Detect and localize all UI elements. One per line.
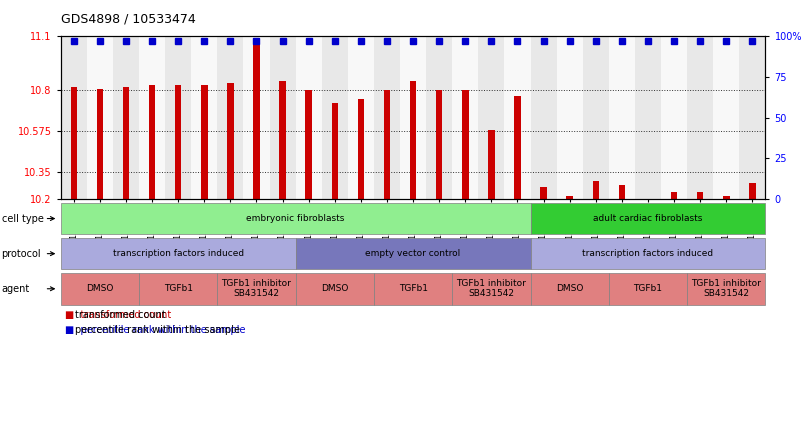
Bar (305, 91, 312, 199)
Bar (244, 36, 270, 199)
Text: empty vector control: empty vector control (365, 249, 461, 258)
Text: TGFb1: TGFb1 (164, 284, 193, 293)
Bar (410, 81, 416, 199)
Bar (531, 36, 556, 199)
Bar (279, 81, 286, 199)
Text: cell type: cell type (2, 214, 44, 223)
Bar (384, 91, 390, 199)
Bar (139, 36, 165, 199)
Bar (505, 36, 531, 199)
Text: ■  percentile rank within the sample: ■ percentile rank within the sample (65, 325, 245, 335)
Text: DMSO: DMSO (556, 284, 583, 293)
Bar (123, 87, 130, 199)
Bar (462, 91, 468, 199)
Bar (619, 185, 625, 199)
Text: protocol: protocol (2, 249, 41, 258)
Bar (61, 36, 87, 199)
Bar (217, 36, 244, 199)
Text: TGFb1: TGFb1 (399, 284, 428, 293)
Bar (331, 103, 338, 199)
Bar (609, 36, 635, 199)
Bar (374, 36, 400, 199)
Bar (514, 96, 521, 199)
Text: TGFb1 inhibitor
SB431542: TGFb1 inhibitor SB431542 (692, 279, 761, 299)
Bar (488, 130, 495, 199)
Text: transcription factors induced: transcription factors induced (582, 249, 714, 258)
Text: percentile rank within the sample: percentile rank within the sample (75, 325, 241, 335)
Text: DMSO: DMSO (321, 284, 348, 293)
Bar (687, 36, 714, 199)
Text: TGFb1 inhibitor
SB431542: TGFb1 inhibitor SB431542 (457, 279, 526, 299)
Text: transformed count: transformed count (75, 310, 166, 320)
Bar (96, 88, 103, 199)
Bar (113, 36, 139, 199)
Bar (540, 187, 547, 199)
Bar (582, 36, 609, 199)
Bar (149, 85, 156, 199)
Bar (749, 183, 756, 199)
Bar (566, 195, 573, 199)
Bar (661, 36, 687, 199)
Bar (436, 91, 442, 199)
Bar (635, 36, 661, 199)
Bar (426, 36, 452, 199)
Bar (593, 181, 599, 199)
Bar (70, 87, 77, 199)
Bar (201, 85, 207, 199)
Bar (556, 36, 582, 199)
Bar (270, 36, 296, 199)
Text: agent: agent (2, 284, 30, 294)
Bar (671, 192, 677, 199)
Bar (227, 83, 233, 199)
Text: transcription factors induced: transcription factors induced (113, 249, 244, 258)
Bar (296, 36, 322, 199)
Text: embryonic fibroblasts: embryonic fibroblasts (246, 214, 345, 223)
Bar (740, 36, 765, 199)
Bar (714, 36, 740, 199)
Text: DMSO: DMSO (86, 284, 113, 293)
Bar (87, 36, 113, 199)
Bar (347, 36, 374, 199)
Bar (479, 36, 505, 199)
Text: ■  transformed count: ■ transformed count (65, 310, 171, 320)
Text: TGFb1 inhibitor
SB431542: TGFb1 inhibitor SB431542 (222, 279, 292, 299)
Bar (191, 36, 217, 199)
Bar (322, 36, 347, 199)
Bar (358, 99, 364, 199)
Bar (400, 36, 426, 199)
Bar (723, 195, 730, 199)
Text: GDS4898 / 10533474: GDS4898 / 10533474 (61, 13, 195, 26)
Bar (165, 36, 191, 199)
Bar (254, 38, 260, 199)
Bar (452, 36, 479, 199)
Bar (175, 85, 181, 199)
Bar (697, 192, 703, 199)
Text: adult cardiac fibroblasts: adult cardiac fibroblasts (593, 214, 703, 223)
Text: TGFb1: TGFb1 (633, 284, 663, 293)
